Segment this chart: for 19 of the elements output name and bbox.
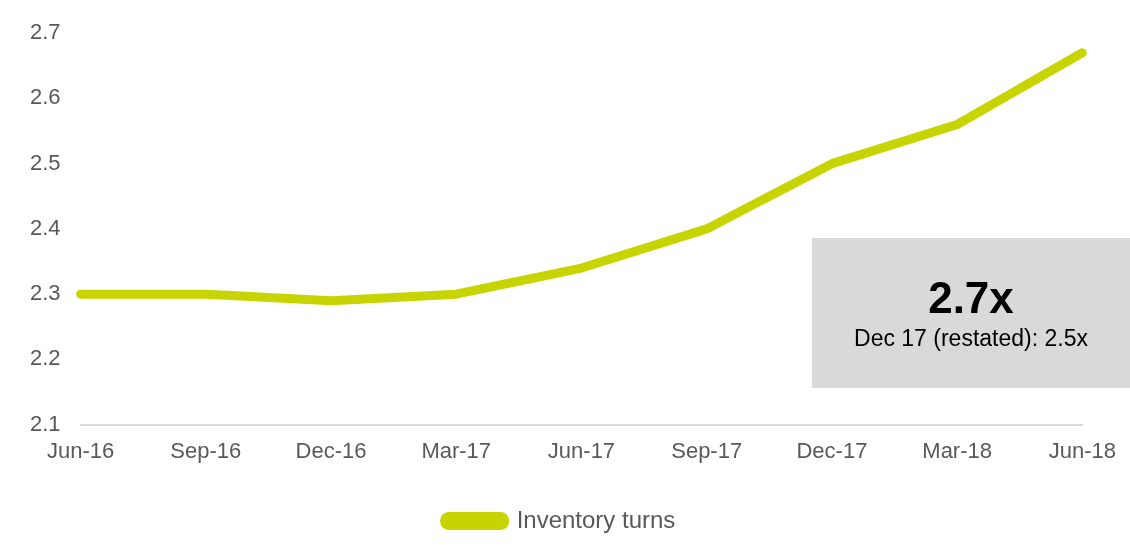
y-tick-label: 2.1 [29, 410, 61, 436]
y-tick-label: 2.3 [29, 280, 61, 306]
x-tick-label: Mar-17 [421, 437, 492, 463]
y-tick-label: 2.2 [29, 345, 61, 371]
legend-label: Inventory turns [516, 505, 676, 533]
y-tick-label: 2.5 [29, 149, 61, 175]
x-tick-label: Dec-16 [295, 437, 367, 463]
x-tick-label: Sep-17 [671, 437, 743, 463]
x-tick-label: Sep-16 [170, 437, 242, 463]
y-tick-label: 2.4 [29, 214, 61, 240]
x-tick-label: Jun-16 [46, 437, 115, 463]
x-tick-label: Jun-17 [547, 437, 616, 463]
annotation: Dec 17 (restated): 2.5x [853, 324, 1089, 353]
x-tick-label: Dec-17 [796, 437, 868, 463]
x-tick-label: Jun-18 [1048, 437, 1117, 463]
y-tick-label: 2.7 [29, 19, 61, 45]
y-tick-label: 2.6 [29, 84, 61, 110]
annotation: 2.7x [928, 273, 1014, 323]
x-tick-label: Mar-18 [922, 437, 992, 463]
